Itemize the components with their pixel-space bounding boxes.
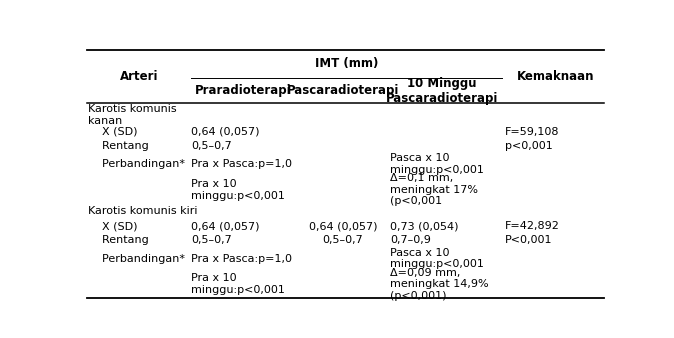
Text: 0,64 (0,057): 0,64 (0,057): [309, 221, 377, 231]
Text: Rentang: Rentang: [88, 141, 149, 151]
Text: P<0,001: P<0,001: [505, 235, 552, 245]
Text: Arteri: Arteri: [120, 70, 158, 83]
Text: 0,5–0,7: 0,5–0,7: [322, 235, 363, 245]
Text: Pra x 10
minggu:p<0,001: Pra x 10 minggu:p<0,001: [191, 273, 285, 295]
Text: F=59,108: F=59,108: [505, 127, 559, 137]
Text: Karotis komunis kiri: Karotis komunis kiri: [88, 207, 197, 216]
Text: Pra x Pasca:p=1,0: Pra x Pasca:p=1,0: [191, 159, 293, 169]
Text: 0,64 (0,057): 0,64 (0,057): [191, 221, 260, 231]
Text: Pascaradioterapi: Pascaradioterapi: [286, 84, 399, 97]
Text: Δ=0,1 mm,
meningkat 17%
(p<0,001: Δ=0,1 mm, meningkat 17% (p<0,001: [390, 173, 478, 207]
Text: X (SD): X (SD): [88, 221, 137, 231]
Text: IMT (mm): IMT (mm): [315, 57, 378, 71]
Text: Kemaknaan: Kemaknaan: [517, 70, 594, 83]
Text: p<0,001: p<0,001: [505, 141, 553, 151]
Text: 0,7–0,9: 0,7–0,9: [390, 235, 431, 245]
Text: Pra x 10
minggu:p<0,001: Pra x 10 minggu:p<0,001: [191, 179, 285, 201]
Text: Karotis komunis
kanan: Karotis komunis kanan: [88, 104, 177, 126]
Text: 0,64 (0,057): 0,64 (0,057): [191, 127, 260, 137]
Text: Δ=0,09 mm,
meningkat 14,9%
(p<0,001): Δ=0,09 mm, meningkat 14,9% (p<0,001): [390, 268, 489, 301]
Text: Perbandingan*: Perbandingan*: [88, 159, 185, 169]
Text: Praradioterapi: Praradioterapi: [195, 84, 292, 97]
Text: Pasca x 10
minggu:p<0,001: Pasca x 10 minggu:p<0,001: [390, 153, 484, 175]
Text: 0,73 (0,054): 0,73 (0,054): [390, 221, 458, 231]
Text: 0,5–0,7: 0,5–0,7: [191, 141, 232, 151]
Text: Rentang: Rentang: [88, 235, 149, 245]
Text: Pasca x 10
minggu:p<0,001: Pasca x 10 minggu:p<0,001: [390, 248, 484, 269]
Text: Perbandingan*: Perbandingan*: [88, 254, 185, 264]
Text: 10 Minggu
Pascaradioterapi: 10 Minggu Pascaradioterapi: [386, 77, 498, 105]
Text: 0,5–0,7: 0,5–0,7: [191, 235, 232, 245]
Text: F=42,892: F=42,892: [505, 221, 559, 231]
Text: Pra x Pasca:p=1,0: Pra x Pasca:p=1,0: [191, 254, 293, 264]
Text: X (SD): X (SD): [88, 127, 137, 137]
